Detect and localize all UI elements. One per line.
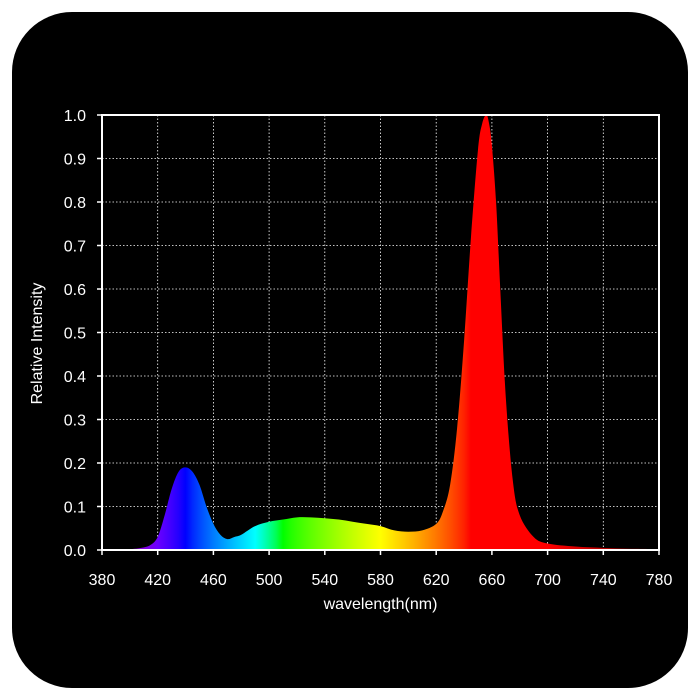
x-axis-label: wavelength(nm) bbox=[323, 596, 438, 613]
x-tick-label: 700 bbox=[534, 572, 561, 589]
x-tick-label: 380 bbox=[89, 572, 116, 589]
y-tick-label: 0.7 bbox=[64, 239, 86, 256]
x-tick-label: 540 bbox=[311, 572, 338, 589]
x-tick-label: 620 bbox=[423, 572, 450, 589]
x-tick-label: 580 bbox=[367, 572, 394, 589]
y-tick-label: 0.2 bbox=[64, 456, 86, 473]
y-tick-label: 1.0 bbox=[64, 108, 86, 125]
y-tick-label: 0.3 bbox=[64, 413, 86, 430]
x-tick-label: 780 bbox=[646, 572, 673, 589]
x-tick-label: 460 bbox=[200, 572, 227, 589]
y-tick-label: 0.1 bbox=[64, 500, 86, 517]
y-axis-label: Relative Intensity bbox=[29, 283, 46, 405]
y-tick-label: 0.8 bbox=[64, 195, 86, 212]
y-tick-label: 0.0 bbox=[64, 543, 86, 560]
x-tick-label: 660 bbox=[479, 572, 506, 589]
y-tick-label: 0.4 bbox=[64, 369, 86, 386]
x-tick-label: 500 bbox=[256, 572, 283, 589]
y-tick-label: 0.5 bbox=[64, 326, 86, 343]
y-tick-label: 0.6 bbox=[64, 282, 86, 299]
y-tick-label: 0.9 bbox=[64, 152, 86, 169]
x-tick-label: 420 bbox=[144, 572, 171, 589]
chart-frame bbox=[12, 12, 688, 688]
x-tick-label: 740 bbox=[590, 572, 617, 589]
